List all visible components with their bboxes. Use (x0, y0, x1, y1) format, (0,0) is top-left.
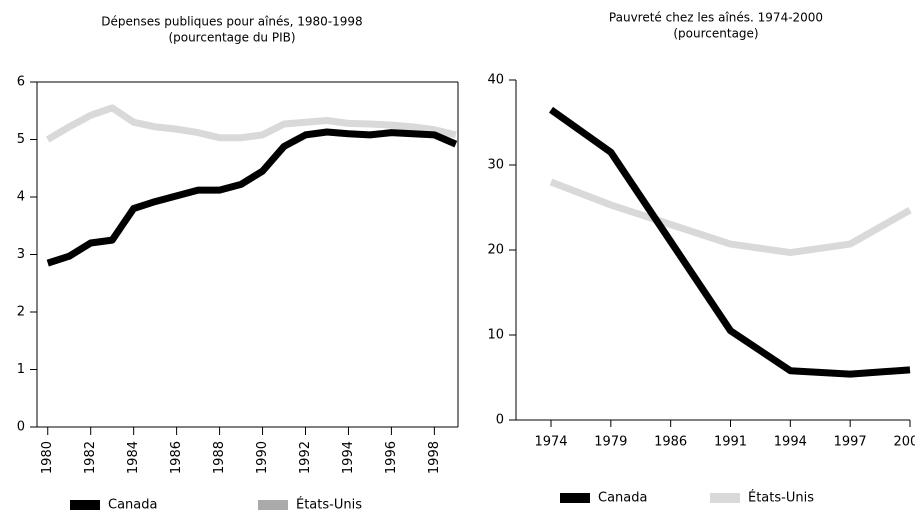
series-line (548, 106, 911, 378)
x-tick-label: 1979 (594, 435, 627, 450)
x-tick-label: 1982 (83, 441, 98, 474)
series-line (45, 104, 457, 143)
legend-label: Canada (108, 498, 157, 513)
x-tick-label: 1980 (40, 441, 55, 474)
legend-swatch (710, 493, 740, 503)
x-tick-label: 1974 (534, 435, 567, 450)
x-tick-label: 1994 (341, 441, 356, 474)
series-line (549, 178, 912, 257)
chart-subtitle: (pourcentage) (673, 27, 758, 41)
y-tick-label: 4 (17, 190, 25, 205)
y-tick-label: 30 (487, 158, 504, 173)
y-tick-label: 3 (17, 247, 25, 262)
series-line (46, 128, 458, 267)
chart-title: Dépenses publiques pour aînés, 1980-1998 (101, 15, 362, 29)
x-tick-label: 1994 (774, 435, 807, 450)
x-tick-label: 1996 (384, 441, 399, 474)
legend-swatch (560, 493, 590, 503)
y-tick-label: 0 (496, 413, 504, 428)
y-tick-label: 0 (17, 420, 25, 435)
legend-swatch (70, 500, 100, 510)
chart-subtitle: (pourcentage du PIB) (168, 31, 295, 45)
y-tick-label: 10 (487, 328, 504, 343)
legend-label: États-Unis (296, 497, 362, 513)
y-tick-label: 1 (17, 362, 25, 377)
x-tick-label: 1984 (126, 441, 141, 474)
x-tick-label: 1988 (212, 441, 227, 474)
chart-title: Pauvreté chez les aînés. 1974-2000 (609, 11, 823, 25)
x-tick-label: 1992 (298, 441, 313, 474)
y-tick-label: 6 (17, 75, 25, 90)
x-tick-label: 2000 (893, 435, 915, 450)
x-tick-label: 1998 (427, 441, 442, 474)
legend-swatch (258, 500, 288, 510)
legend-label: Canada (598, 491, 647, 506)
x-tick-label: 1986 (654, 435, 687, 450)
x-tick-label: 1986 (169, 441, 184, 474)
y-tick-label: 20 (487, 243, 504, 258)
y-tick-label: 5 (17, 132, 25, 147)
y-tick-label: 40 (487, 73, 504, 88)
x-tick-label: 1990 (255, 441, 270, 474)
legend-label: États-Unis (748, 490, 814, 506)
x-tick-label: 1997 (834, 435, 867, 450)
x-tick-label: 1991 (714, 435, 747, 450)
y-tick-label: 2 (17, 305, 25, 320)
